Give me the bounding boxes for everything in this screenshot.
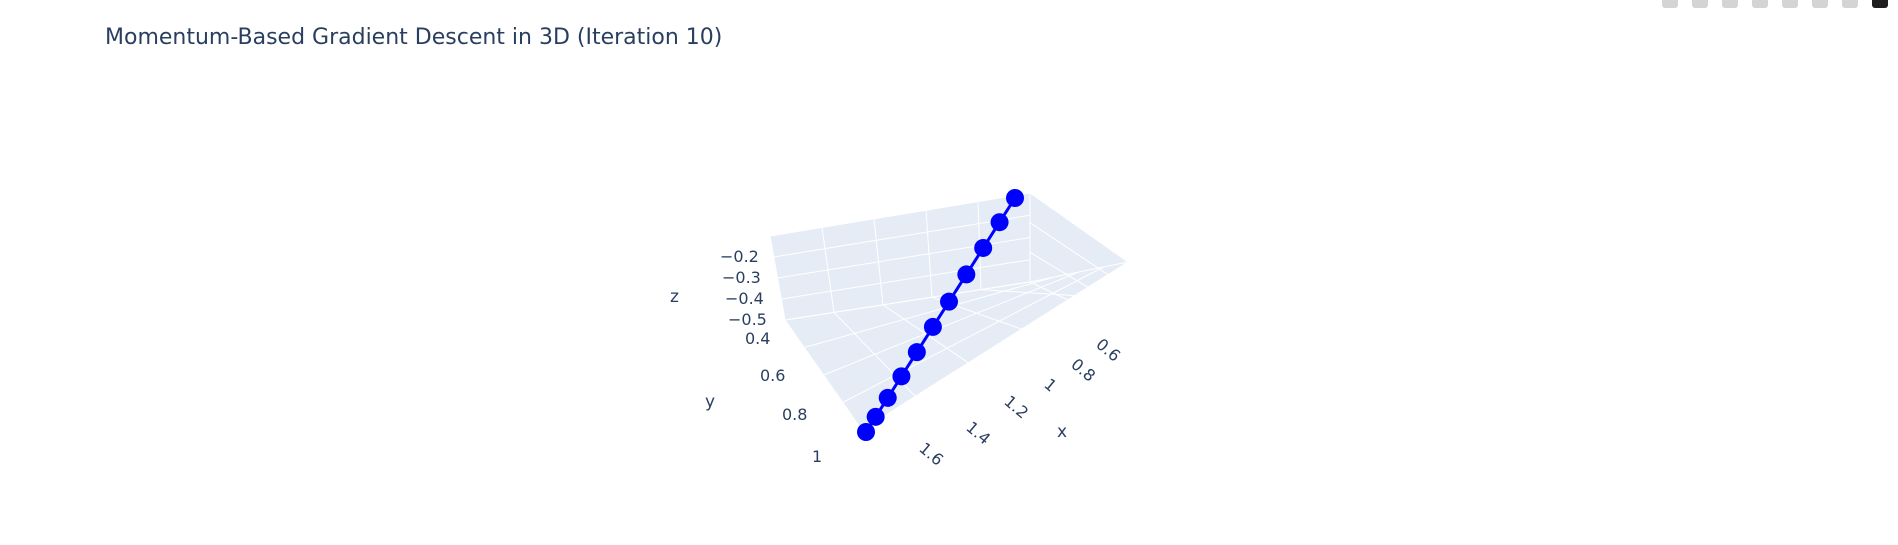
x-axis-title: x bbox=[1057, 422, 1067, 442]
camera-icon[interactable] bbox=[1662, 0, 1678, 8]
y-tick-label: 0.6 bbox=[760, 366, 785, 385]
gridline bbox=[1029, 222, 1109, 276]
trace-marker-3[interactable] bbox=[957, 265, 976, 284]
gridline bbox=[823, 271, 1080, 376]
chart-title: Momentum-Based Gradient Descent in 3D (I… bbox=[105, 25, 722, 50]
pan-icon[interactable] bbox=[1722, 0, 1738, 8]
plotly-logo-icon[interactable] bbox=[1872, 0, 1888, 8]
x-tick-label: 1.4 bbox=[962, 418, 994, 449]
gridline bbox=[1029, 251, 1089, 288]
gridline bbox=[1029, 192, 1129, 263]
gridline bbox=[769, 192, 1031, 237]
trace-marker-7[interactable] bbox=[892, 367, 911, 386]
z-tick-label: −0.2 bbox=[720, 247, 759, 266]
orbit-icon[interactable] bbox=[1752, 0, 1768, 8]
modebar bbox=[1662, 0, 1888, 14]
x-tick-label: 0.8 bbox=[1067, 355, 1099, 386]
trace-marker-6[interactable] bbox=[907, 343, 926, 362]
hover-icon[interactable] bbox=[1842, 0, 1858, 8]
turntable-icon[interactable] bbox=[1782, 0, 1798, 8]
gridline bbox=[784, 281, 1031, 321]
trace-marker-8[interactable] bbox=[878, 388, 897, 407]
y-axis-title: y bbox=[705, 392, 715, 412]
x-tick-label: 1.2 bbox=[1000, 392, 1032, 423]
zoom-icon[interactable] bbox=[1692, 0, 1708, 8]
gridline bbox=[861, 261, 1129, 431]
z-tick-label: −0.3 bbox=[722, 268, 761, 287]
z-tick-label: −0.5 bbox=[728, 310, 767, 329]
3d-scene[interactable]: −0.2−0.3−0.4−0.50.40.60.810.60.811.21.41… bbox=[670, 189, 1129, 470]
trace-marker-0[interactable] bbox=[1006, 189, 1024, 207]
trace-marker-1[interactable] bbox=[990, 213, 1009, 232]
gridline bbox=[842, 266, 1104, 403]
gridline bbox=[773, 214, 1031, 258]
reset-camera-icon[interactable] bbox=[1812, 0, 1828, 8]
axis-titles: z y x bbox=[670, 287, 1067, 442]
back-pane bbox=[770, 193, 1030, 320]
x-tick-label: 1.6 bbox=[915, 439, 947, 470]
trace-marker-9[interactable] bbox=[866, 407, 885, 426]
gridline bbox=[804, 276, 1055, 348]
trace-marker-2[interactable] bbox=[974, 238, 993, 257]
z-axis-title: z bbox=[670, 287, 679, 307]
x-tick-label: 1 bbox=[1040, 375, 1060, 396]
y-tick-label: 0.8 bbox=[782, 405, 807, 424]
y-tick-label: 0.4 bbox=[745, 329, 770, 348]
trace-marker-5[interactable] bbox=[923, 317, 942, 336]
side-pane bbox=[1030, 193, 1128, 300]
z-tick-label: −0.4 bbox=[725, 289, 764, 308]
trace-marker-10[interactable] bbox=[857, 423, 875, 441]
gridline bbox=[1029, 281, 1069, 301]
gridline bbox=[781, 259, 1031, 300]
x-tick-label: 0.6 bbox=[1092, 335, 1124, 366]
trace-marker-4[interactable] bbox=[940, 292, 959, 311]
trace-line-markers[interactable] bbox=[857, 189, 1024, 441]
y-tick-label: 1 bbox=[812, 447, 822, 466]
